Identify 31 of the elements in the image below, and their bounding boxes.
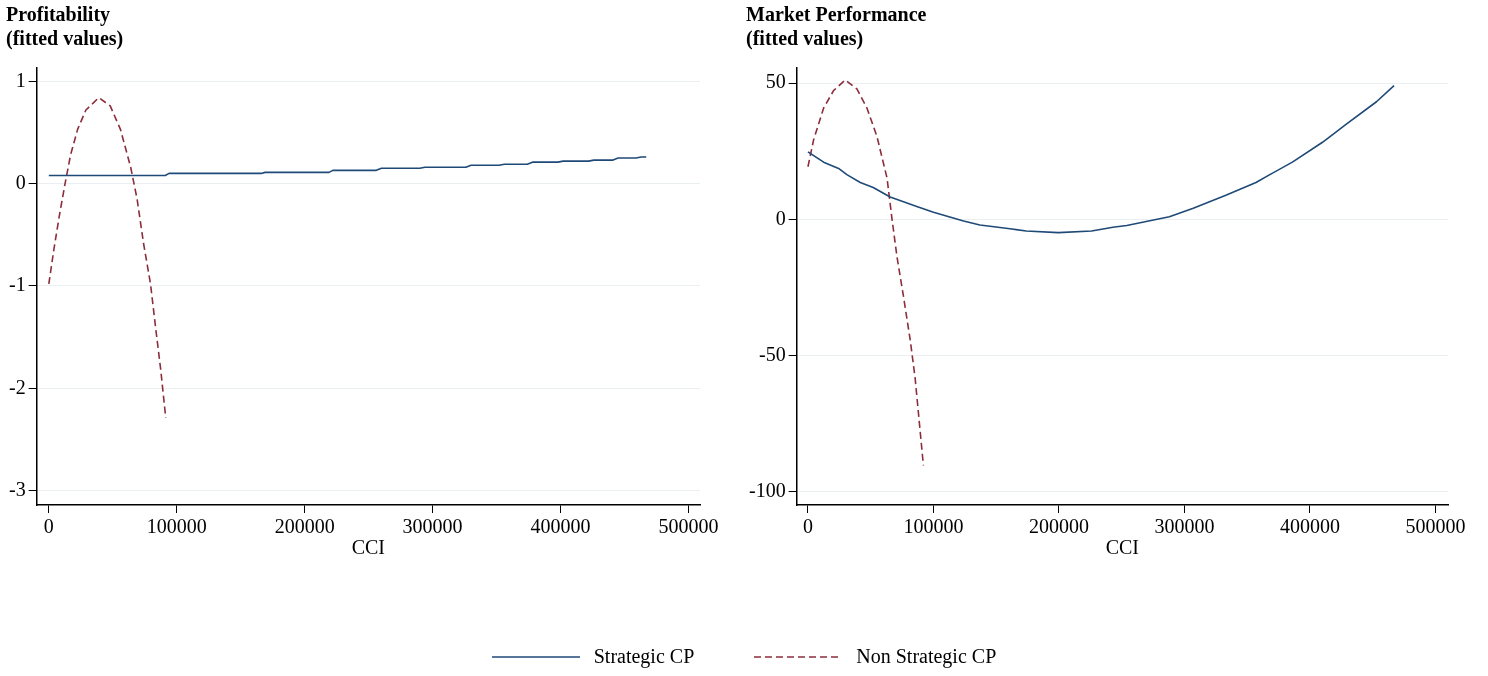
x-tick-label: 100000 [903, 515, 964, 538]
x-tick-label: 300000 [402, 515, 463, 538]
x-tick-label: 0 [43, 515, 54, 538]
chart-subtitle: (fitted values) [6, 27, 124, 51]
x-tick-label: 500000 [1405, 515, 1466, 538]
x-axis-title: CCI [1105, 536, 1139, 559]
y-tick-label: -100 [748, 478, 786, 501]
x-axis-title: CCI [351, 536, 385, 559]
x-tick-label: 500000 [658, 515, 719, 538]
chart-title: Market Performance [746, 3, 927, 26]
chart-subtitle: (fitted values) [746, 27, 864, 51]
x-tick-label: 200000 [274, 515, 335, 538]
x-tick-label: 200000 [1028, 515, 1089, 538]
x-tick-label: 400000 [530, 515, 591, 538]
x-tick-label: 100000 [146, 515, 207, 538]
chart-title: Profitability [6, 3, 111, 27]
y-tick-label: 0 [775, 206, 786, 229]
y-tick-label: 50 [765, 70, 786, 93]
x-tick-label: 300000 [1154, 515, 1215, 538]
y-tick-label: -3 [8, 477, 26, 500]
line-series [807, 79, 925, 467]
y-tick-label: -1 [8, 273, 26, 296]
y-tick-label: -2 [8, 375, 26, 398]
y-tick-label: 1 [15, 68, 26, 91]
y-tick-label: -50 [758, 342, 786, 365]
line-series [48, 96, 167, 419]
y-tick-label: 0 [15, 170, 26, 193]
x-tick-label: 400000 [1279, 515, 1340, 538]
legend-label: Non Strategic CP [856, 645, 997, 668]
x-tick-label: 0 [802, 515, 813, 538]
legend-label: Strategic CP [593, 645, 695, 668]
